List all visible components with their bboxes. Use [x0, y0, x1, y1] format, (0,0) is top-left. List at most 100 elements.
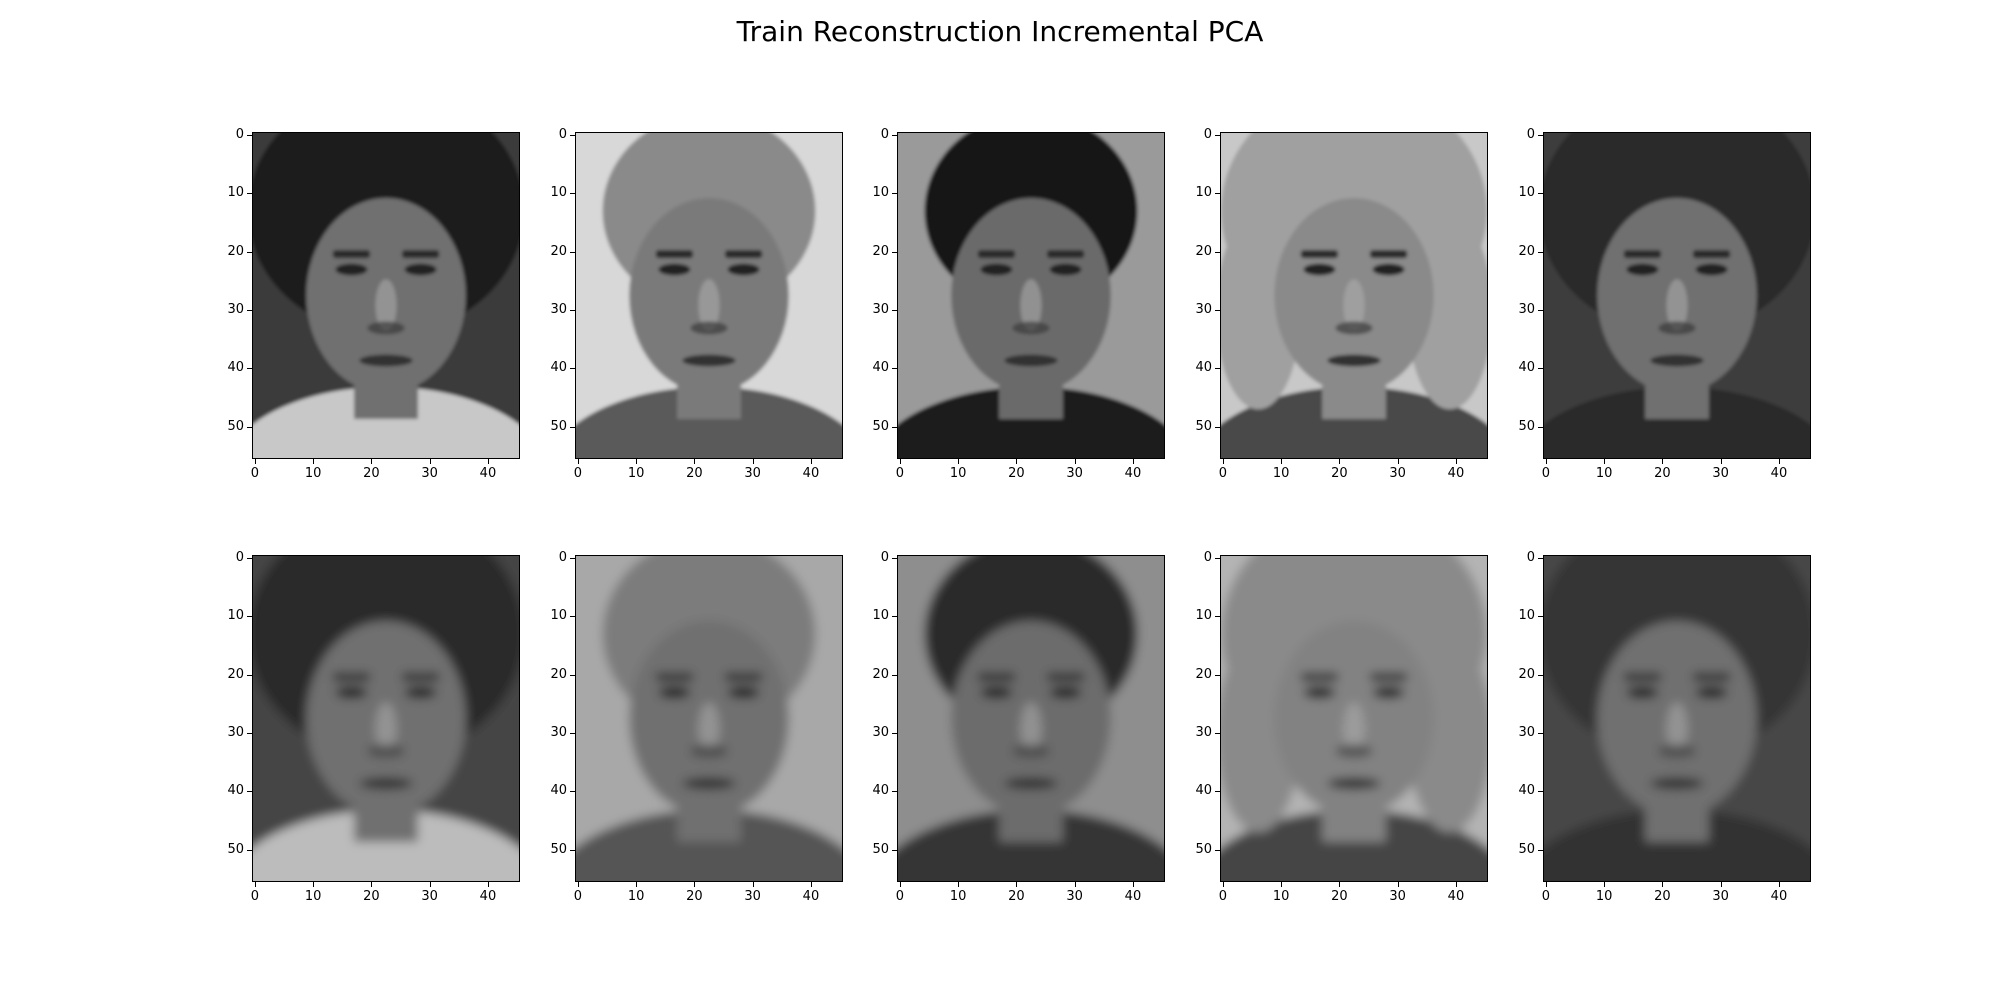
x-tick-mark	[899, 882, 901, 887]
x-tick-label: 0	[1218, 889, 1228, 904]
face-image	[1544, 133, 1810, 458]
right-eye	[1049, 263, 1082, 276]
left-eye	[658, 686, 691, 699]
x-tick-label: 40	[479, 889, 497, 904]
original-face-panel-4: 0 10 20 30 40 50 0 10 20 30 40	[1195, 127, 1488, 481]
x-tick-mark	[636, 882, 638, 887]
nose-highlight	[375, 279, 397, 332]
x-tick-mark	[1016, 459, 1018, 464]
image-axes	[1220, 132, 1488, 459]
y-tick-mark	[1215, 616, 1220, 618]
nose-shadow	[1335, 321, 1373, 335]
y-tick-mark	[1538, 251, 1543, 253]
original-face-panel-2: 0 10 20 30 40 50 0 10 20 30 40	[550, 127, 843, 481]
y-tick-mark	[570, 426, 575, 428]
y-tick-label: 30	[550, 302, 567, 318]
x-tick-label: 40	[802, 889, 820, 904]
nose-shadow	[1012, 744, 1050, 758]
x-tick-mark	[254, 459, 256, 464]
x-tick-label: 10	[627, 889, 645, 904]
x-tick-mark	[1720, 459, 1722, 464]
left-eye	[1303, 686, 1336, 699]
nose-highlight	[1343, 279, 1365, 332]
left-eyebrow	[977, 673, 1016, 682]
left-eyebrow	[1300, 673, 1339, 682]
nose-highlight	[375, 702, 397, 755]
face-image	[1544, 556, 1810, 881]
y-tick-mark	[247, 733, 252, 735]
x-tick-label: 0	[573, 889, 583, 904]
x-tick-mark	[636, 459, 638, 464]
left-eyebrow	[1623, 250, 1662, 259]
y-tick-mark	[570, 193, 575, 195]
y-tick-label: 0	[558, 549, 567, 565]
x-tick-mark	[429, 459, 431, 464]
left-eye	[1626, 263, 1659, 276]
y-tick-label: 50	[1518, 841, 1535, 857]
x-tick-label: 10	[1272, 889, 1290, 904]
right-eye	[404, 686, 437, 699]
reconstructed-face-panel-4: 0 10 20 30 40 50 0 10 20 30 40	[1195, 550, 1488, 904]
y-tick-mark	[892, 616, 897, 618]
x-tick-label: 40	[1124, 466, 1142, 481]
y-tick-mark	[570, 557, 575, 559]
y-tick-label: 40	[1195, 360, 1212, 376]
y-tick-label: 40	[1518, 360, 1535, 376]
x-tick-mark	[1016, 882, 1018, 887]
shirt-region	[253, 386, 519, 458]
x-tick-label: 10	[1595, 889, 1613, 904]
x-tick-mark	[254, 882, 256, 887]
y-tick-mark	[570, 849, 575, 851]
right-eye	[1372, 263, 1405, 276]
shirt-region	[1544, 386, 1810, 458]
y-tick-label: 30	[227, 725, 244, 741]
x-tick-label: 20	[1654, 466, 1671, 481]
right-eyebrow	[1046, 250, 1085, 259]
right-eye	[404, 263, 437, 276]
right-eye	[727, 686, 760, 699]
y-tick-label: 10	[1195, 608, 1212, 624]
y-tick-mark	[1538, 426, 1543, 428]
left-eye	[980, 263, 1013, 276]
y-tick-mark	[247, 368, 252, 370]
nose-highlight	[1020, 702, 1042, 755]
right-eyebrow	[724, 250, 763, 259]
mouth	[1004, 354, 1058, 367]
mouth	[1650, 354, 1704, 367]
y-tick-mark	[892, 849, 897, 851]
y-tick-mark	[247, 791, 252, 793]
y-tick-label: 50	[872, 418, 889, 434]
face-image	[576, 133, 842, 458]
y-tick-label: 30	[1518, 302, 1535, 318]
x-tick-label: 0	[1218, 466, 1228, 481]
x-tick-mark	[487, 882, 489, 887]
y-tick-mark	[570, 733, 575, 735]
x-tick-mark	[1281, 459, 1283, 464]
y-tick-label: 30	[227, 302, 244, 318]
y-tick-label: 10	[227, 608, 244, 624]
reconstructed-face-panel-3: 0 10 20 30 40 50 0 10 20 30 40	[872, 550, 1165, 904]
x-tick-mark	[313, 459, 315, 464]
y-tick-mark	[570, 791, 575, 793]
x-tick-label: 30	[744, 466, 761, 481]
right-eyebrow	[401, 250, 440, 259]
x-tick-mark	[1074, 459, 1076, 464]
left-eyebrow	[332, 250, 371, 259]
x-tick-mark	[1778, 882, 1780, 887]
x-tick-mark	[1545, 882, 1547, 887]
shirt-region	[576, 386, 842, 458]
y-tick-label: 0	[1203, 126, 1212, 142]
x-tick-label: 0	[250, 889, 260, 904]
reconstructed-face-panel-1: 0 10 20 30 40 50 0 10 20 30 40	[227, 550, 520, 904]
y-tick-mark	[247, 251, 252, 253]
left-eye	[335, 263, 368, 276]
mouth	[359, 354, 413, 367]
nose-shadow	[690, 744, 728, 758]
x-tick-mark	[899, 459, 901, 464]
x-tick-mark	[1455, 882, 1457, 887]
x-tick-label: 10	[949, 889, 967, 904]
x-tick-mark	[694, 882, 696, 887]
right-eyebrow	[724, 673, 763, 682]
y-tick-mark	[1215, 310, 1220, 312]
right-eyebrow	[1369, 673, 1408, 682]
